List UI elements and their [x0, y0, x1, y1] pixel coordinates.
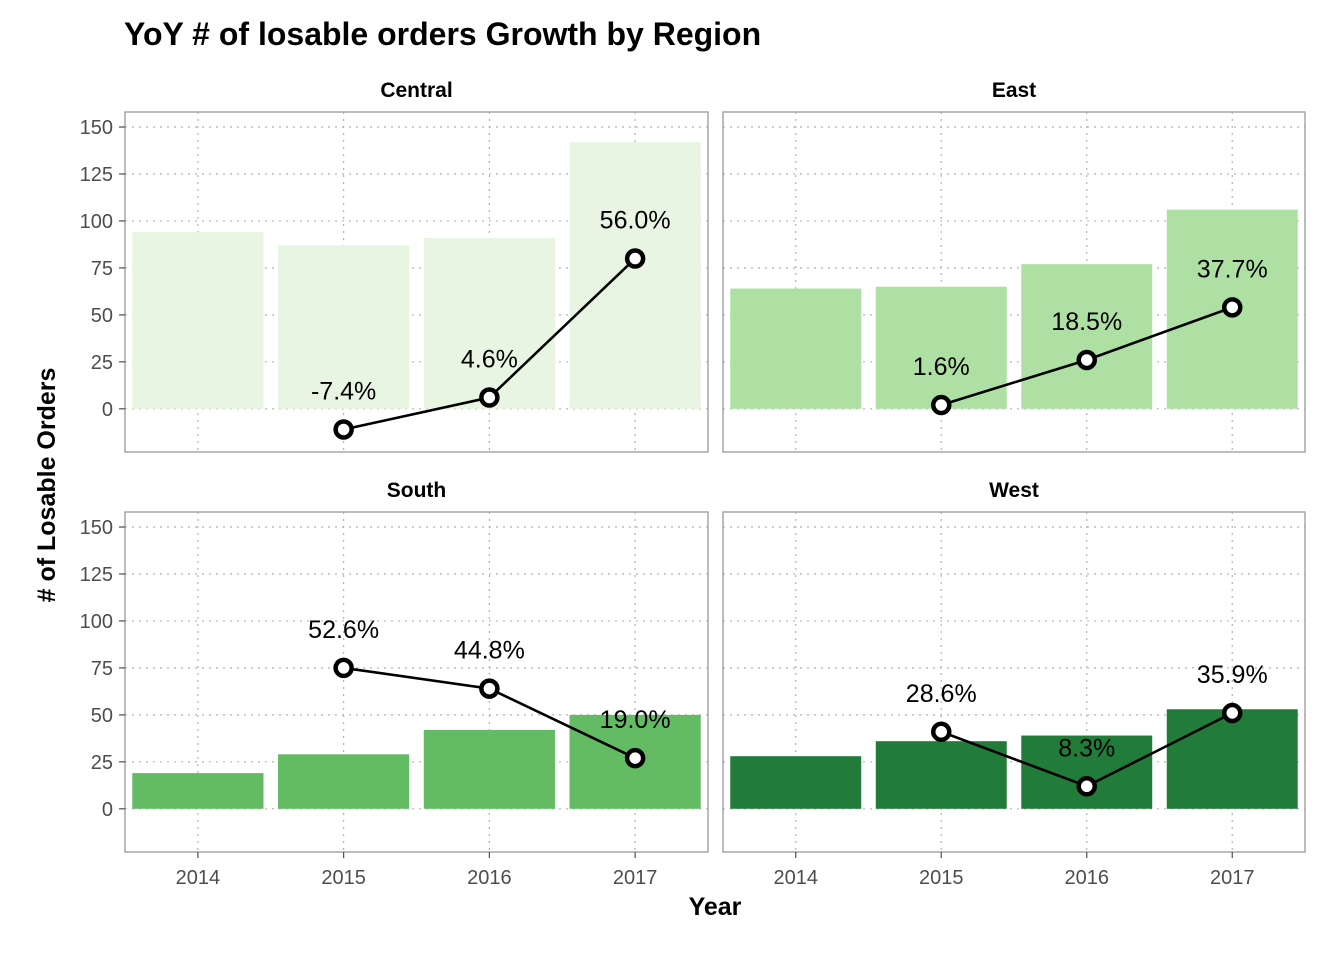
panel-south: South 52.6% 44.8% 19.0% 0 25 50 75 100 125 150 2014…	[80, 479, 709, 889]
y-tick-label: 75	[91, 658, 113, 680]
growth-label-2017: 37.7%	[1197, 255, 1268, 283]
panel-strip-label: South	[387, 479, 446, 502]
bar-2014	[730, 756, 862, 809]
x-tick-label: 2017	[1210, 867, 1255, 889]
chart-title: YoY # of losable orders Growth by Region	[124, 16, 761, 52]
growth-point-2017	[1222, 297, 1243, 318]
panel-strip-label: East	[992, 79, 1036, 102]
x-tick-label: 2016	[1065, 867, 1110, 889]
panel-west: West 28.6% 8.3% 35.9% 2014 2015 2016 2017	[722, 479, 1306, 889]
growth-point-2015	[931, 394, 952, 416]
bar-2014	[730, 288, 862, 409]
bar-2017	[569, 142, 701, 409]
y-tick-label: 25	[91, 352, 113, 374]
y-tick-label: 75	[91, 258, 113, 280]
growth-label-2015: -7.4%	[311, 377, 376, 405]
bar-2015	[278, 754, 410, 809]
y-tick-label: 125	[80, 164, 113, 186]
bar-2015	[875, 741, 1007, 809]
bar-2016	[423, 729, 555, 809]
bar-2016	[1021, 264, 1153, 409]
bar-2017	[1166, 709, 1298, 809]
bar-2014	[132, 773, 264, 809]
panels: Central -7.4% 4.6% 56.0% 0 25 50 75 100 125 150 Eas…	[80, 79, 1306, 889]
panel-border	[124, 111, 709, 453]
panel-border	[124, 511, 709, 853]
growth-label-2016: 18.5%	[1051, 308, 1122, 336]
panel-east: East 1.6% 18.5% 37.7%	[722, 79, 1306, 453]
y-tick-label: 100	[80, 611, 113, 633]
bar-2014	[132, 232, 264, 409]
x-tick-label: 2014	[774, 867, 819, 889]
growth-point-2016	[479, 678, 500, 699]
y-tick-label: 150	[80, 517, 113, 539]
x-tick-label: 2014	[176, 867, 221, 889]
growth-label-2017: 35.9%	[1197, 661, 1268, 689]
growth-point-2017	[624, 747, 646, 769]
y-tick-label: 0	[102, 399, 113, 421]
growth-point-2015	[333, 419, 354, 440]
y-tick-label: 25	[91, 752, 113, 774]
y-tick-label: 0	[102, 799, 113, 821]
growth-point-2017	[624, 248, 646, 269]
growth-point-2015	[931, 721, 952, 743]
growth-point-2016	[1076, 776, 1097, 797]
x-tick-label: 2015	[919, 867, 964, 889]
panel-border	[722, 111, 1306, 453]
y-tick-label: 100	[80, 211, 113, 233]
growth-label-2016: 8.3%	[1058, 734, 1115, 762]
y-tick-label: 150	[80, 117, 113, 139]
bar-2015	[875, 286, 1007, 409]
x-tick-label: 2017	[613, 867, 658, 889]
panel-strip-label: West	[989, 479, 1039, 502]
panel-strip-label: Central	[380, 79, 452, 102]
bar-2016	[1021, 735, 1153, 809]
y-tick-label: 50	[91, 705, 113, 727]
growth-label-2015: 52.6%	[308, 616, 379, 644]
y-axis-title: # of Losable Orders	[33, 368, 61, 603]
growth-label-2017: 56.0%	[600, 207, 671, 235]
growth-label-2015: 28.6%	[906, 680, 977, 708]
growth-point-2015	[333, 657, 354, 679]
x-axis-title: Year	[689, 893, 742, 921]
x-tick-label: 2016	[467, 867, 512, 889]
growth-label-2017: 19.0%	[600, 706, 671, 734]
y-tick-label: 50	[91, 305, 113, 327]
growth-label-2015: 1.6%	[913, 353, 970, 381]
growth-point-2017	[1222, 702, 1243, 724]
panel-central: Central -7.4% 4.6% 56.0% 0 25 50 75 100 125 150	[80, 79, 709, 453]
growth-point-2016	[479, 387, 500, 408]
bar-2016	[423, 237, 555, 409]
growth-point-2016	[1076, 349, 1097, 371]
x-tick-label: 2015	[321, 867, 366, 889]
growth-label-2016: 44.8%	[454, 637, 525, 665]
growth-label-2016: 4.6%	[461, 346, 518, 374]
panel-border	[722, 511, 1306, 853]
y-tick-label: 125	[80, 564, 113, 586]
bar-2015	[278, 245, 410, 409]
